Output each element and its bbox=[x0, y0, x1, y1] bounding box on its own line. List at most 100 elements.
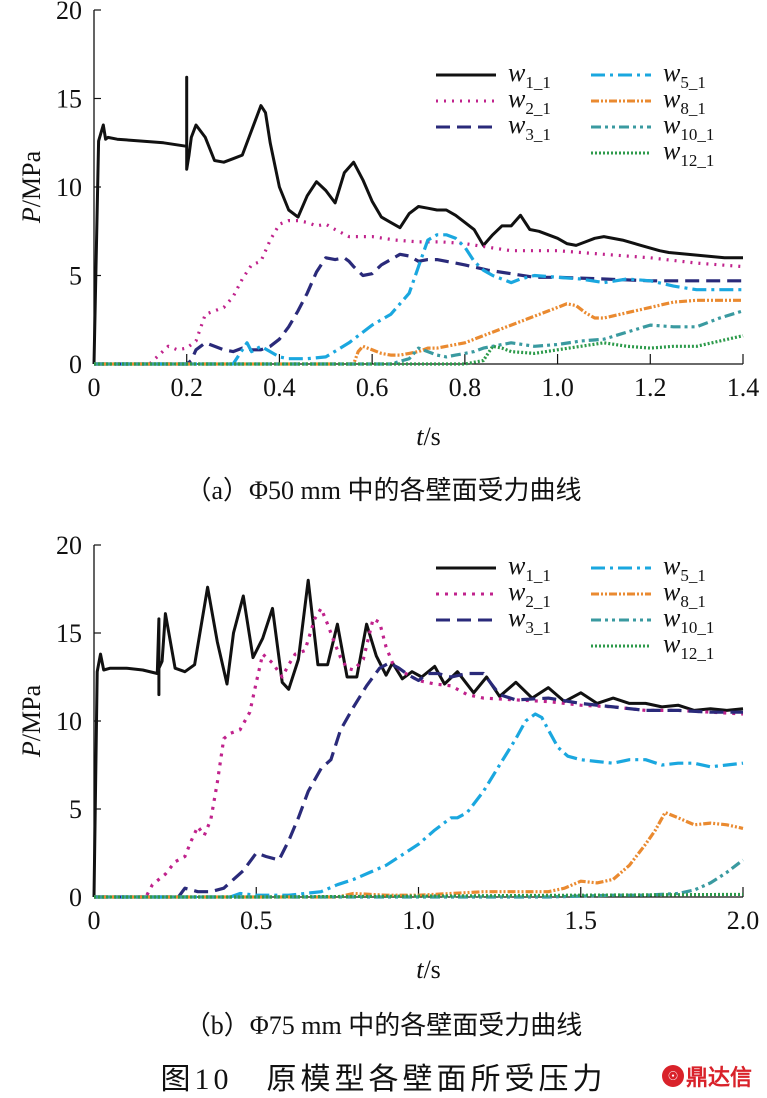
legend-label-base: w bbox=[663, 58, 681, 87]
legend-label-sub: 1_1 bbox=[525, 566, 551, 585]
x-tick-label: 0.5 bbox=[240, 906, 273, 935]
series-line-w1_1 bbox=[92, 75, 743, 365]
x-axis-label-var: t bbox=[416, 422, 424, 451]
y-tick-label: 10 bbox=[56, 173, 82, 202]
series-line-w5_1 bbox=[94, 712, 744, 899]
legend-label-sub: 10_1 bbox=[680, 125, 714, 144]
legend-label-base: w bbox=[508, 84, 526, 113]
x-tick-label: 1.5 bbox=[565, 906, 598, 935]
watermark-text: 鼎达信 bbox=[686, 1066, 753, 1091]
legend-label-sub: 10_1 bbox=[680, 618, 714, 637]
legend-label-w5_1: w5_1 bbox=[663, 58, 706, 92]
legend-label-base: w bbox=[663, 136, 681, 165]
logo-icon: ☉ bbox=[662, 1065, 684, 1087]
legend-label-w8_1: w8_1 bbox=[663, 577, 706, 611]
legend-label-sub: 12_1 bbox=[680, 644, 714, 663]
y-axis-label: P/MPa bbox=[17, 150, 46, 224]
y-axis-label-unit: /MPa bbox=[17, 684, 46, 741]
y-axis-label-var: P bbox=[17, 207, 46, 224]
legend-label-sub: 8_1 bbox=[680, 99, 706, 118]
x-tick-label: 0 bbox=[88, 373, 101, 402]
series-line-w12_1 bbox=[94, 334, 744, 366]
series-line-w5_1 bbox=[94, 233, 743, 366]
series-line-w3_1 bbox=[94, 661, 743, 899]
x-tick-label: 0.8 bbox=[449, 373, 482, 402]
legend-label-w10_1: w10_1 bbox=[663, 603, 714, 637]
legend-label-w3_1: w3_1 bbox=[508, 603, 551, 637]
x-axis-label-unit: /s bbox=[423, 955, 440, 984]
legend-label-base: w bbox=[663, 551, 681, 580]
y-tick-label: 15 bbox=[56, 85, 82, 114]
x-axis-label: t/s bbox=[416, 955, 441, 984]
legend-label-base: w bbox=[508, 58, 526, 87]
y-tick-label: 20 bbox=[56, 531, 82, 560]
x-axis-label-var: t bbox=[416, 955, 424, 984]
x-tick-label: 0 bbox=[88, 906, 101, 935]
legend-label-w2_1: w2_1 bbox=[508, 577, 551, 611]
x-tick-label: 0.6 bbox=[356, 373, 389, 402]
legend-label-sub: 8_1 bbox=[680, 592, 706, 611]
series-line-w12_1 bbox=[94, 892, 744, 899]
series-line-w2_1 bbox=[94, 219, 744, 366]
legend-label-w12_1: w12_1 bbox=[663, 136, 714, 170]
y-tick-label: 15 bbox=[56, 619, 82, 648]
y-axis-label-unit: /MPa bbox=[17, 150, 46, 207]
series-line-w3_1 bbox=[94, 252, 743, 366]
legend-label-sub: 3_1 bbox=[525, 125, 551, 144]
legend-label-sub: 5_1 bbox=[680, 73, 706, 92]
x-tick-label: 1.2 bbox=[634, 373, 667, 402]
y-tick-label: 0 bbox=[69, 350, 82, 379]
legend-label-w2_1: w2_1 bbox=[508, 84, 551, 118]
x-axis-label-unit: /s bbox=[423, 422, 440, 451]
x-tick-label: 0.4 bbox=[263, 373, 296, 402]
legend-label-sub: 3_1 bbox=[525, 618, 551, 637]
legend-label-sub: 5_1 bbox=[680, 566, 706, 585]
series-line-w8_1 bbox=[94, 298, 743, 366]
x-tick-label: 1.0 bbox=[541, 373, 574, 402]
x-tick-label: 2.0 bbox=[727, 906, 760, 935]
y-tick-label: 5 bbox=[69, 795, 82, 824]
legend-label-w12_1: w12_1 bbox=[663, 629, 714, 663]
legend-label-base: w bbox=[663, 84, 681, 113]
legend-label-base: w bbox=[508, 603, 526, 632]
figure-title: 图10 原模型各壁面所受压力 bbox=[160, 1063, 607, 1096]
legend-label-w1_1: w1_1 bbox=[508, 551, 551, 585]
x-tick-label: 1.0 bbox=[402, 906, 435, 935]
legend-label-base: w bbox=[663, 577, 681, 606]
caption-a: （a）Φ50 mm 中的各壁面受力曲线 bbox=[185, 476, 582, 505]
y-axis-label-var: P bbox=[17, 741, 46, 758]
legend-label-sub: 2_1 bbox=[525, 592, 551, 611]
legend-label-w1_1: w1_1 bbox=[508, 58, 551, 92]
x-tick-label: 1.4 bbox=[727, 373, 760, 402]
legend-label-base: w bbox=[508, 110, 526, 139]
y-tick-label: 0 bbox=[69, 883, 82, 912]
legend-label-w5_1: w5_1 bbox=[663, 551, 706, 585]
y-axis-label: P/MPa bbox=[17, 684, 46, 758]
series-line-w10_1 bbox=[94, 858, 744, 899]
x-tick-label: 0.2 bbox=[170, 373, 203, 402]
series-line-w10_1 bbox=[94, 309, 744, 366]
legend-label-base: w bbox=[663, 629, 681, 658]
legend-label-w8_1: w8_1 bbox=[663, 84, 706, 118]
caption-b: （b）Φ75 mm 中的各壁面受力曲线 bbox=[184, 1011, 583, 1040]
legend-label-base: w bbox=[508, 577, 526, 606]
series-line-w2_1 bbox=[94, 606, 744, 899]
series-line-w8_1 bbox=[94, 810, 744, 899]
y-tick-label: 5 bbox=[69, 262, 82, 291]
legend-label-base: w bbox=[663, 603, 681, 632]
legend-label-sub: 1_1 bbox=[525, 73, 551, 92]
legend-label-base: w bbox=[663, 110, 681, 139]
legend-label-base: w bbox=[508, 551, 526, 580]
x-axis-label: t/s bbox=[416, 422, 441, 451]
legend-label-w3_1: w3_1 bbox=[508, 110, 551, 144]
legend-label-w10_1: w10_1 bbox=[663, 110, 714, 144]
legend-label-sub: 2_1 bbox=[525, 99, 551, 118]
series-line-w1_1 bbox=[92, 578, 744, 898]
y-tick-label: 10 bbox=[56, 707, 82, 736]
watermark-logo: ☉ 鼎达信 bbox=[662, 1060, 752, 1092]
legend-label-sub: 12_1 bbox=[680, 151, 714, 170]
y-tick-label: 20 bbox=[56, 0, 82, 25]
